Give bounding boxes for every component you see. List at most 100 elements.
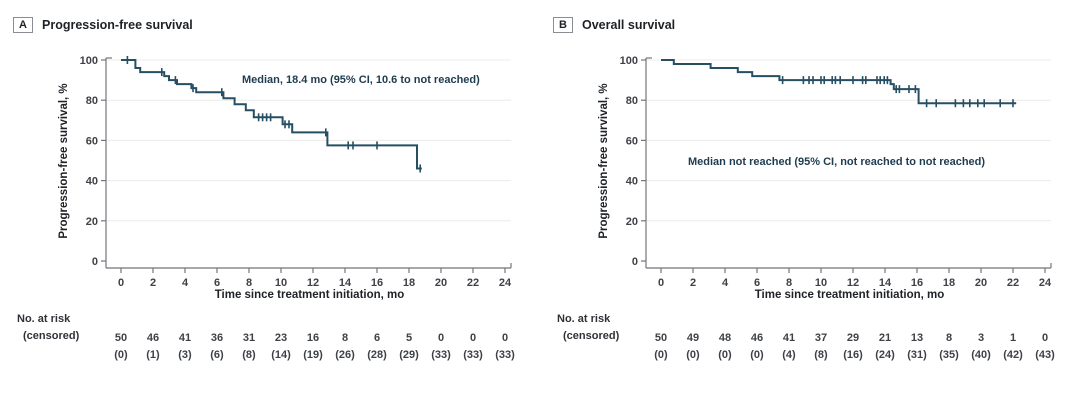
x-tick-label: 4 [722,277,729,289]
at-risk-count: 16 [307,332,319,344]
y-tick-label: 60 [86,135,98,147]
x-tick-label: 2 [150,277,156,289]
at-risk-count: 36 [211,332,223,344]
censored-count: (4) [782,349,796,361]
at-risk-count: 41 [179,332,191,344]
y-tick-label: 0 [92,256,98,268]
x-tick-label: 10 [815,277,827,289]
median-annotation: Median, 18.4 mo (95% CI, 10.6 to not rea… [242,74,480,86]
censored-count: (0) [750,349,764,361]
censored-count: (14) [271,349,291,361]
at-risk-count: 1 [1010,332,1016,344]
at-risk-count: 21 [879,332,891,344]
censored-count: (35) [939,349,959,361]
at-risk-count: 29 [847,332,859,344]
at-risk-table-label: No. at risk [557,313,611,325]
x-tick-label: 16 [911,277,923,289]
at-risk-count: 48 [719,332,731,344]
panel-title: Overall survival [582,18,676,32]
y-tick-label: 20 [626,216,638,228]
at-risk-count: 6 [374,332,380,344]
x-tick-label: 12 [307,277,319,289]
x-tick-label: 18 [943,277,955,289]
x-tick-label: 14 [339,277,352,289]
y-tick-label: 40 [626,176,638,188]
at-risk-count: 5 [406,332,412,344]
x-tick-label: 0 [658,277,664,289]
x-tick-label: 8 [246,277,252,289]
censored-count: (33) [463,349,483,361]
censored-count: (0) [654,349,668,361]
y-tick-label: 40 [86,176,98,188]
at-risk-count: 0 [502,332,508,344]
at-risk-count: 0 [438,332,444,344]
y-tick-label: 0 [632,256,638,268]
censored-count: (28) [367,349,387,361]
x-tick-label: 6 [214,277,220,289]
x-tick-label: 16 [371,277,383,289]
y-tick-label: 80 [626,95,638,107]
at-risk-count: 46 [147,332,159,344]
panel-letter-badge: A [13,17,33,33]
censored-count: (6) [210,349,224,361]
at-risk-count: 0 [1042,332,1048,344]
censored-count: (33) [431,349,451,361]
censored-count: (19) [303,349,323,361]
x-tick-label: 14 [879,277,892,289]
x-tick-label: 24 [1039,277,1052,289]
panel-overall-survival: B Overall survival Progression-free surv… [540,0,1080,400]
y-tick-label: 20 [86,216,98,228]
censored-count: (8) [242,349,256,361]
x-tick-label: 12 [847,277,859,289]
panel-title: Progression-free survival [42,18,193,32]
censored-count: (42) [1003,349,1023,361]
at-risk-count: 50 [115,332,127,344]
censored-count: (16) [843,349,863,361]
censored-count: (33) [495,349,515,361]
censored-table-label: (censored) [23,330,80,342]
y-tick-label: 60 [626,135,638,147]
at-risk-count: 50 [655,332,667,344]
panel-header: A Progression-free survival [13,17,193,33]
panel-progression-free-survival: A Progression-free survival Progression-… [13,17,515,361]
at-risk-count: 3 [978,332,984,344]
censored-count: (3) [178,349,192,361]
x-tick-label: 22 [467,277,479,289]
x-tick-label: 24 [499,277,512,289]
x-tick-label: 10 [275,277,287,289]
median-annotation: Median not reached (95% CI, not reached … [688,156,986,168]
x-axis-label: Time since treatment initiation, mo [214,289,405,301]
censored-count: (1) [146,349,160,361]
km-curve [661,59,1017,105]
x-tick-label: 2 [690,277,696,289]
censored-table-label: (censored) [563,330,620,342]
x-tick-label: 8 [786,277,792,289]
km-curve [121,59,422,170]
censored-count: (29) [399,349,419,361]
censored-count: (24) [875,349,895,361]
at-risk-count: 8 [342,332,348,344]
x-tick-label: 4 [182,277,189,289]
censored-count: (26) [335,349,355,361]
x-tick-label: 22 [1007,277,1019,289]
at-risk-count: 41 [783,332,795,344]
censored-count: (8) [814,349,828,361]
x-tick-label: 18 [403,277,415,289]
y-tick-label: 100 [80,55,98,67]
panel-header: B Overall survival [553,17,675,33]
at-risk-count: 31 [243,332,255,344]
panel-letter-badge: B [553,17,573,33]
at-risk-count: 37 [815,332,827,344]
at-risk-count: 8 [946,332,952,344]
x-tick-label: 20 [435,277,447,289]
censored-count: (0) [686,349,700,361]
censored-count: (40) [971,349,991,361]
at-risk-count: 49 [687,332,699,344]
x-axis-label: Time since treatment initiation, mo [754,289,945,301]
at-risk-count: 0 [470,332,476,344]
x-tick-label: 0 [118,277,124,289]
y-tick-label: 80 [86,95,98,107]
censored-count: (31) [907,349,927,361]
